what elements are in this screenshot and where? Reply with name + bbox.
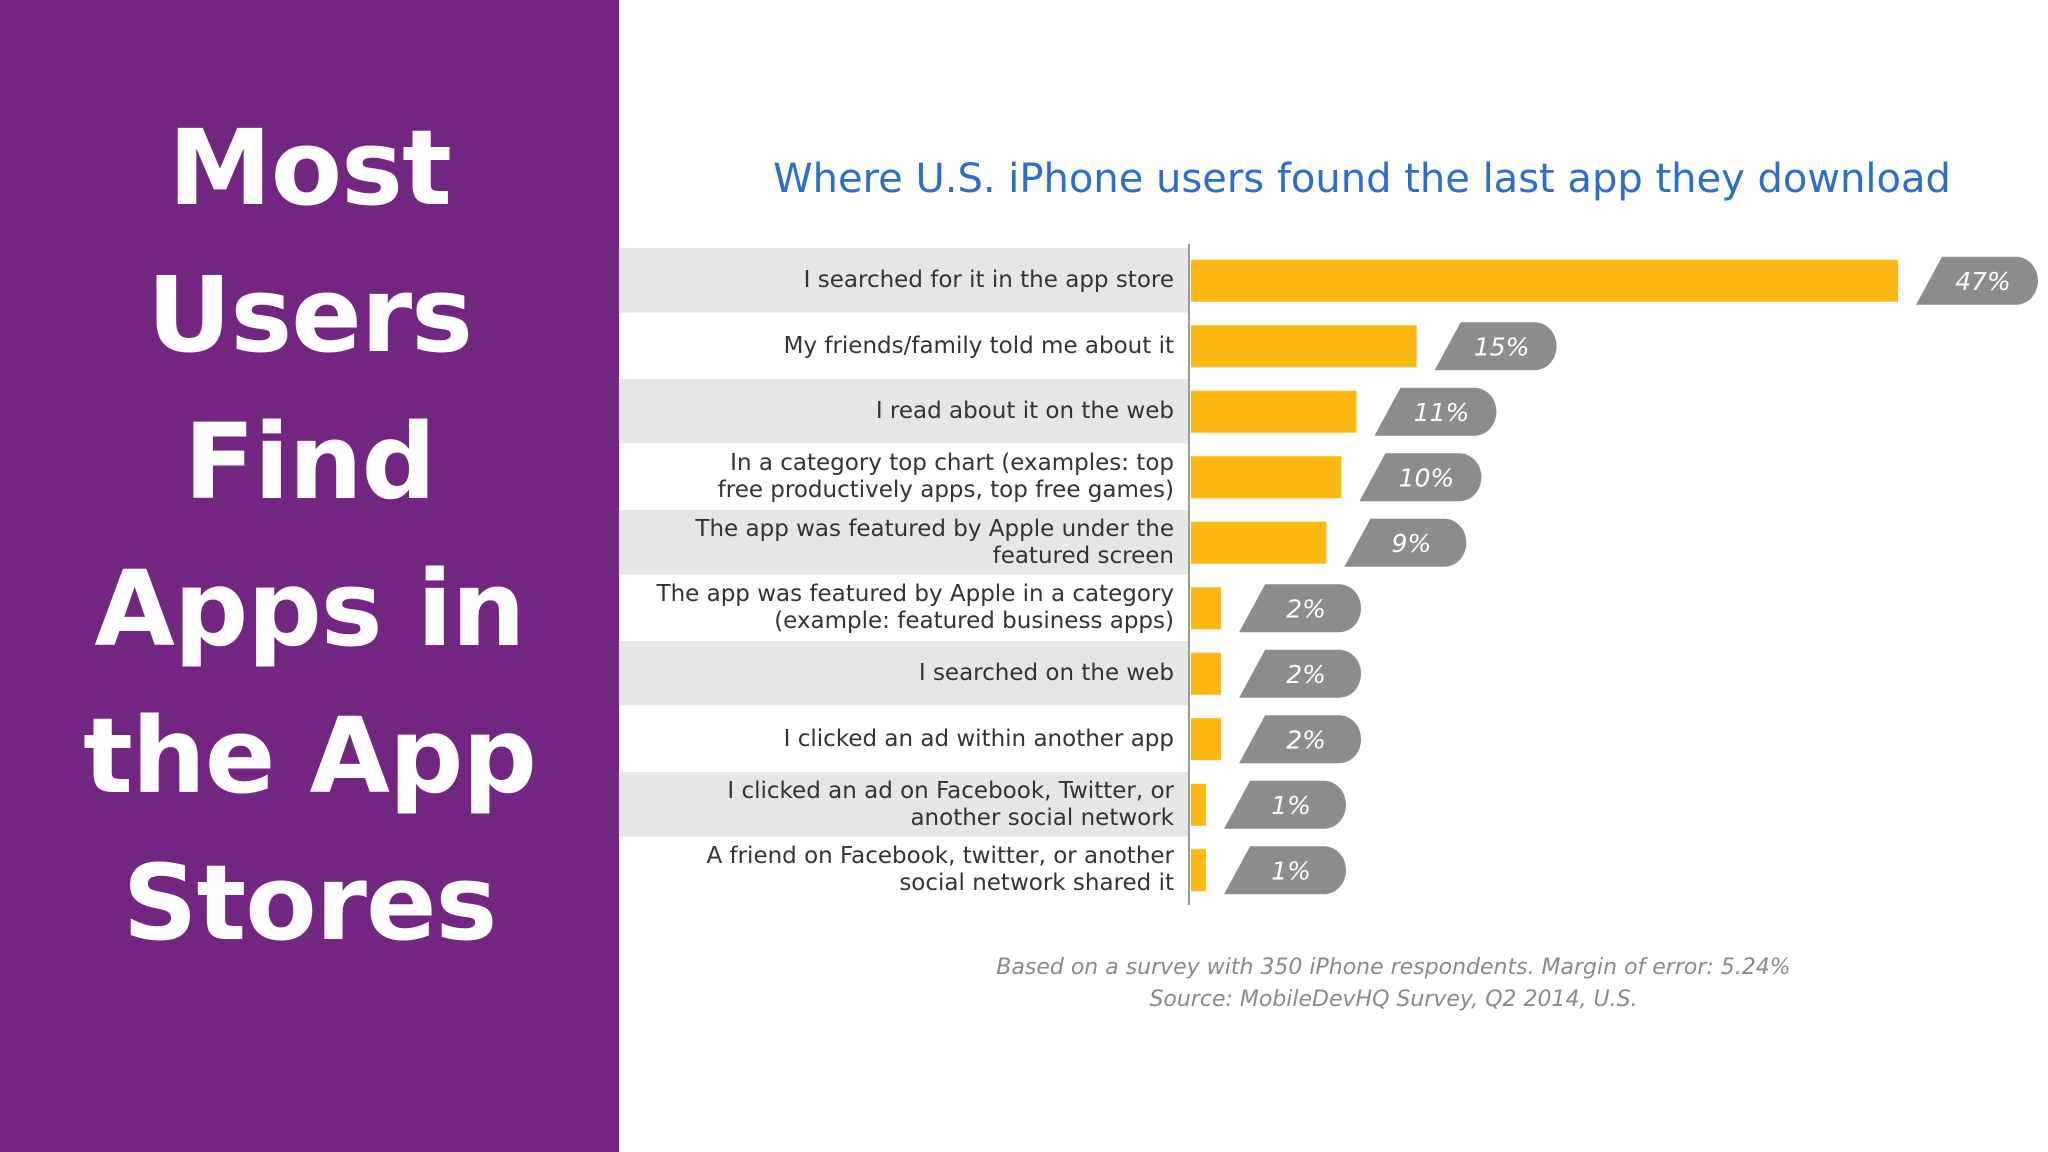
- category-label: I clicked an ad within another app: [783, 725, 1174, 752]
- category-label: The app was featured by Apple in a categ…: [656, 581, 1174, 635]
- value-badge: [1239, 649, 1362, 698]
- value-badge: [1224, 780, 1347, 829]
- value-badge: [1239, 715, 1362, 764]
- source-note: Source: MobileDevHQ Survey, Q2 2014, U.S…: [1149, 987, 1638, 1012]
- bar: [1191, 259, 1898, 302]
- category-label: I clicked an ad on Facebook, Twitter, or…: [727, 777, 1174, 831]
- value-badge: [1374, 387, 1497, 436]
- slide-title-line: Apps in: [94, 548, 525, 670]
- bar: [1191, 456, 1342, 499]
- category-label: I searched on the web: [918, 660, 1174, 687]
- category-labels: I searched for it in the app store My fri…: [619, 0, 1174, 1152]
- value-badge: [1434, 322, 1557, 371]
- slide-title-line: Users: [146, 254, 473, 376]
- value-label: 1%: [1271, 856, 1311, 885]
- bar: [1191, 325, 1417, 368]
- value-label: 2%: [1286, 660, 1326, 689]
- slide-title-line: the App: [83, 695, 537, 817]
- slide-title-line: Find: [183, 401, 436, 523]
- value-label: 47%: [1955, 267, 2011, 296]
- chart-title: Where U.S. iPhone users found the last a…: [773, 156, 1951, 202]
- slide-title: Most Users Find Apps in the App Stores: [0, 95, 619, 977]
- bar: [1191, 718, 1222, 761]
- source-notes: Based on a survey with 350 iPhone respon…: [619, 952, 2048, 1016]
- value-label: 2%: [1286, 725, 1326, 754]
- title-panel: Most Users Find Apps in the App Stores: [0, 0, 619, 1152]
- bar: [1191, 783, 1207, 826]
- category-label: The app was featured by Apple under the …: [695, 515, 1174, 569]
- value-label: 9%: [1392, 529, 1432, 558]
- value-label: 15%: [1474, 332, 1530, 361]
- bar-chart: Where U.S. iPhone users found the last a…: [619, 156, 2038, 905]
- slide-title-line: Most: [168, 107, 452, 229]
- bar: [1191, 587, 1222, 630]
- value-badge: [1916, 256, 2038, 305]
- chart-area: Where U.S. iPhone users found the last a…: [619, 0, 2048, 1152]
- value-badge: [1224, 846, 1347, 895]
- bar: [1191, 390, 1357, 433]
- category-label: I read about it on the web: [875, 398, 1174, 425]
- bar: [1191, 652, 1222, 695]
- category-label: My friends/family told me about it: [783, 332, 1174, 359]
- bar: [1191, 849, 1207, 892]
- value-label: 11%: [1414, 398, 1470, 427]
- row-shade: [619, 248, 1189, 313]
- survey-note: Based on a survey with 350 iPhone respon…: [996, 955, 1791, 980]
- row-shade: [619, 772, 1189, 837]
- value-badge: [1359, 453, 1482, 502]
- row-shade: [619, 510, 1189, 575]
- category-label: A friend on Facebook, twitter, or anothe…: [706, 843, 1174, 897]
- slide-title-line: Stores: [122, 842, 498, 964]
- category-label: In a category top chart (examples: top f…: [717, 450, 1174, 504]
- value-badge: [1239, 584, 1362, 633]
- value-label: 2%: [1286, 594, 1326, 623]
- row-shade: [619, 379, 1189, 444]
- value-label: 10%: [1399, 463, 1455, 492]
- category-label: I searched for it in the app store: [803, 267, 1174, 294]
- value-label: 1%: [1271, 791, 1311, 820]
- row-shade: [619, 641, 1189, 706]
- value-badge: [1344, 518, 1467, 567]
- bar: [1191, 521, 1327, 564]
